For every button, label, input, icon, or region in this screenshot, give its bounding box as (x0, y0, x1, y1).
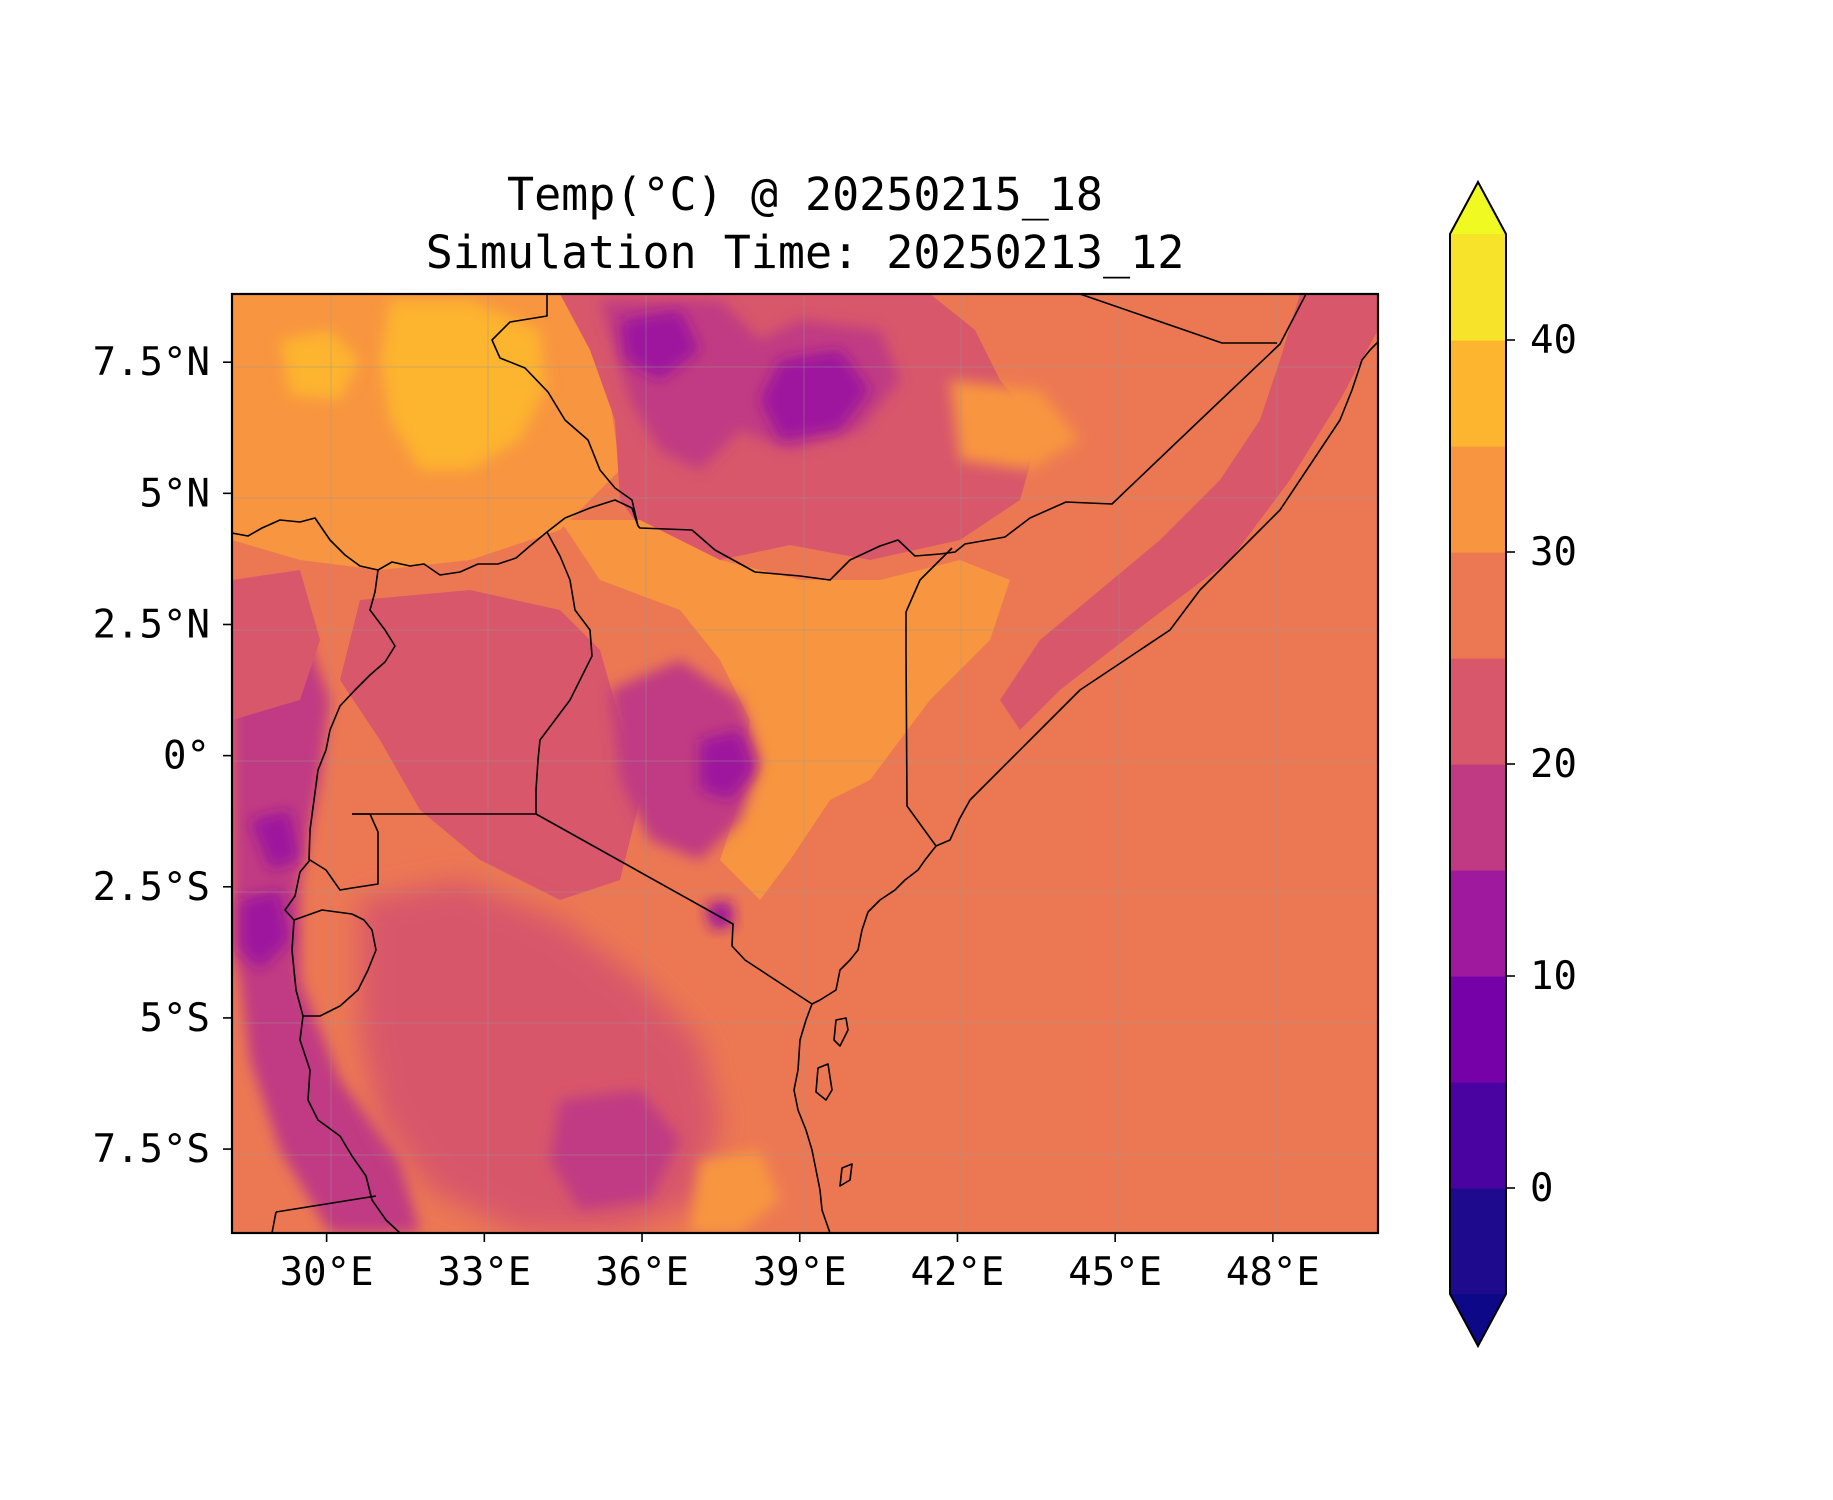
border-lake-tanganyika (299, 1015, 401, 1233)
y-tick-label: 2.5°N (93, 602, 210, 647)
field-rwanda-cold (240, 890, 290, 970)
field-very-hot-patch (280, 330, 360, 400)
colorbar-segment (1450, 764, 1506, 871)
y-axis: 7.5°N 5°N 2.5°N 0° 2.5°S 5°S 7.5°S (93, 340, 232, 1172)
border-south-sudan-north (491, 294, 639, 527)
gridlines (232, 294, 1378, 1233)
y-tick-label: 7.5°S (93, 1127, 210, 1172)
border-rwanda-burundi (284, 813, 379, 921)
y-tick-label: 7.5°N (93, 340, 210, 385)
border-kenya-tanzania (535, 813, 813, 1005)
border-south-sudan-ethiopia (637, 294, 1307, 581)
map-frame (230, 292, 1380, 1235)
colorbar: 0 10 20 30 40 (1449, 179, 1577, 1349)
border-tanzania-drc-lake (291, 913, 377, 1017)
x-tick-label: 33°E (437, 1250, 531, 1295)
coastline-mafia (839, 1163, 853, 1187)
field-kenya-arid-hot (560, 520, 1010, 900)
field-kenya-highlands (610, 660, 760, 860)
field-southern-highlands (550, 1090, 680, 1210)
field-somali-coastal-band (1000, 294, 1378, 730)
colorbar-tick-label: 30 (1530, 530, 1577, 575)
field-ethiopia-coldest (760, 350, 870, 440)
colorbar-extend-low (1450, 1294, 1506, 1346)
temperature-field (232, 294, 1378, 1233)
coastline-zanzibar (833, 1017, 849, 1047)
chart-title: Temp(°C) @ 20250215_18 Simulation Time: … (230, 166, 1380, 282)
field-ethiopia-cold-2 (620, 310, 700, 380)
colorbar-tick-label: 10 (1530, 954, 1577, 999)
x-tick-label: 45°E (1068, 1250, 1162, 1295)
colorbar-tick-label: 20 (1530, 742, 1577, 787)
x-tick-label: 36°E (595, 1250, 689, 1295)
colorbar-segment (1450, 976, 1506, 1083)
field-kenya-peak (700, 730, 755, 800)
field-ogaden-hot (950, 380, 1080, 470)
colorbar-segment (1450, 552, 1506, 659)
coastline-pemba (815, 1063, 833, 1101)
colorbar-tick-label: 40 (1530, 318, 1577, 363)
x-tick-label: 48°E (1226, 1250, 1320, 1295)
field-albertine-rift (232, 620, 420, 1233)
x-tick-label: 30°E (280, 1250, 374, 1295)
x-axis: 30°E 33°E 36°E 39°E 42°E 45°E 48°E (280, 1233, 1320, 1295)
y-tick-label: 5°N (140, 471, 210, 516)
colorbar-segment (1450, 870, 1506, 977)
y-tick-label: 0° (163, 734, 210, 779)
colorbar-outline (1449, 179, 1507, 1349)
colorbar-segment (1450, 446, 1506, 553)
x-tick-label: 39°E (753, 1250, 847, 1295)
colorbar-segment (1450, 340, 1506, 447)
field-tanzania-hot-patch (690, 1150, 780, 1233)
coastline-kenya-tanzania (793, 845, 937, 1233)
field-uganda-lake-victoria (340, 590, 640, 900)
field-drc-cold (250, 810, 300, 870)
coastline-somalia (935, 341, 1378, 847)
border-zambia-west (271, 1211, 277, 1233)
colorbar-segment (1450, 658, 1506, 765)
border-kenya-somalia (905, 547, 953, 847)
y-tick-label: 2.5°S (93, 865, 210, 910)
field-kilimanjaro (705, 900, 735, 930)
title-line-2: Simulation Time: 20250213_12 (425, 226, 1185, 279)
colorbar-segment (1450, 234, 1506, 341)
colorbar-segment (1450, 1188, 1506, 1295)
border-somaliland (1079, 294, 1277, 344)
border-congo-south-sudan (232, 499, 639, 576)
colorbar-tick-label: 0 (1530, 1166, 1553, 1211)
colorbar-extend-high (1450, 182, 1506, 234)
border-zambia-tanzania (275, 1195, 377, 1213)
field-south-sudan-very-hot (380, 300, 545, 470)
y-tick-label: 5°S (140, 996, 210, 1041)
field-congo-west (232, 570, 320, 720)
border-uganda-drc (308, 569, 396, 861)
title-line-1: Temp(°C) @ 20250215_18 (506, 168, 1104, 221)
border-uganda-kenya (535, 531, 593, 814)
x-tick-label: 42°E (910, 1250, 1004, 1295)
colorbar-segment (1450, 1082, 1506, 1189)
country-borders (232, 294, 1378, 1233)
